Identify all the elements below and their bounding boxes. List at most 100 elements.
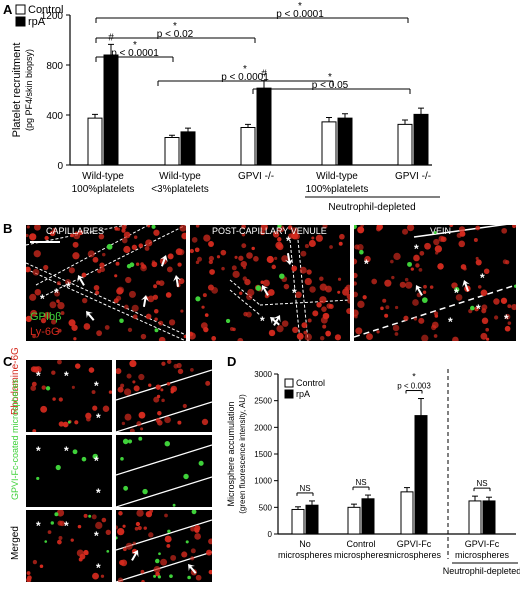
neutrophil-cell: [95, 521, 103, 530]
platelet-signal: [421, 297, 428, 303]
platelet-signal: [81, 456, 87, 462]
neutrophil-cell: [180, 309, 184, 313]
neutrophil-cell: [128, 290, 136, 298]
y-axis-label: Microsphere accumulation: [226, 401, 236, 506]
neutrophil-cell: [437, 263, 444, 270]
y-tick-label: 2000: [254, 423, 272, 432]
asterisk-icon: *: [64, 369, 69, 383]
neutrophil-cell: [512, 225, 516, 229]
neutrophil-cell: [391, 275, 395, 280]
row-label-merged: Merged: [10, 526, 21, 560]
neutrophil-cell: [114, 274, 118, 278]
platelet-signal: [454, 287, 460, 293]
neutrophil-cell: [418, 317, 425, 324]
neutrophil-cell: [240, 260, 247, 268]
neutrophil-cell: [138, 243, 144, 248]
platelet-signal: [72, 449, 78, 455]
neutrophil-cell: [153, 396, 160, 403]
neutrophil-cell: [183, 334, 186, 339]
neutrophil-cell: [96, 330, 103, 337]
platelet-signal: [116, 536, 118, 540]
neutrophil-cell: [325, 285, 332, 293]
neutrophil-cell: [71, 385, 75, 389]
neutrophil-cell: [123, 245, 131, 254]
neutrophil-cell: [129, 428, 135, 432]
neutrophil-cell: [136, 510, 144, 517]
neutrophil-cell: [342, 288, 350, 296]
neutrophil-cell: [241, 243, 247, 249]
asterisk-icon: *: [54, 286, 59, 300]
neutrophil-cell: [463, 266, 467, 271]
neutrophil-cell: [390, 259, 394, 264]
neutrophil-cell: [433, 311, 439, 316]
neutrophil-cell: [354, 258, 358, 265]
neutrophil-cell: [481, 308, 487, 314]
vessel-outline: [229, 289, 261, 316]
neutrophil-cell: [43, 311, 51, 320]
neutrophil-cell: [40, 317, 47, 324]
neutrophil-cell: [291, 227, 299, 235]
neutrophil-cell: [182, 403, 187, 409]
neutrophil-cell: [155, 384, 161, 390]
neutrophil-cell: [145, 510, 153, 518]
x-tick-label-2: microspheres: [334, 550, 389, 560]
vessel-outline: [116, 444, 212, 476]
vessel-outline: [116, 401, 212, 432]
neutrophil-cell: [272, 231, 280, 238]
neutrophil-cell: [120, 383, 125, 388]
neutrophil-cell: [86, 416, 91, 422]
significance-star: *: [173, 21, 177, 32]
neutrophil-cell: [74, 363, 81, 369]
neutrophil-cell: [93, 284, 100, 291]
neutrophil-cell: [354, 291, 358, 298]
neutrophil-cell: [507, 304, 512, 309]
neutrophil-cell: [91, 390, 96, 395]
neutrophil-cell: [205, 380, 211, 386]
neutrophil-cell: [29, 293, 37, 301]
neutrophil-cell: [131, 244, 138, 250]
platelet-signal: [470, 305, 475, 311]
neutrophil-cell: [153, 284, 158, 289]
platelet-signal: [154, 328, 159, 333]
neutrophil-cell: [32, 559, 38, 565]
neutrophil-cell: [413, 254, 420, 262]
asterisk-icon: *: [476, 302, 481, 316]
x-tick-label-2: 100%platelets: [306, 184, 369, 195]
neutrophil-cell: [195, 225, 200, 228]
neutrophil-cell: [486, 337, 490, 341]
neutrophil-cell: [220, 249, 227, 256]
y-tick-label: 3000: [254, 370, 272, 379]
hash-mark: #: [261, 69, 267, 80]
neutrophil-cell: [473, 238, 478, 242]
bar: [321, 121, 337, 166]
neutrophil-cell: [88, 367, 95, 373]
neutrophil-cell: [116, 287, 124, 295]
platelet-signal: [187, 575, 191, 580]
platelet-signal: [198, 460, 204, 466]
stain-green-label: GPIbβ: [30, 311, 62, 323]
neutrophil-cell: [138, 373, 145, 381]
platelet-signal: [106, 549, 110, 553]
neutrophil-cell: [242, 266, 247, 270]
neutrophil-cell: [105, 529, 111, 535]
neutrophil-cell: [287, 225, 293, 230]
neutrophil-cell: [295, 291, 302, 299]
neutrophil-cell: [402, 228, 409, 235]
x-tick-label: Wild-type: [316, 171, 358, 182]
neutrophil-cell: [511, 304, 516, 311]
neutrophil-cell: [58, 421, 64, 427]
y-tick-label: 800: [46, 61, 63, 72]
arrow-icon: [261, 285, 269, 296]
neutrophil-cell: [194, 247, 200, 253]
neutrophil-cell: [115, 295, 122, 301]
neutrophil-cell: [209, 269, 215, 275]
label-venule: POST-CAPILLARY VENULE: [212, 226, 327, 236]
neutrophil-cell: [26, 233, 29, 238]
neutrophil-cell: [504, 313, 511, 320]
neutrophil-cell: [304, 277, 312, 286]
asterisk-icon: *: [94, 379, 99, 393]
neutrophil-cell: [501, 227, 508, 234]
platelet-signal: [164, 440, 170, 447]
neutrophil-cell: [158, 320, 164, 326]
neutrophil-cell: [26, 266, 31, 273]
